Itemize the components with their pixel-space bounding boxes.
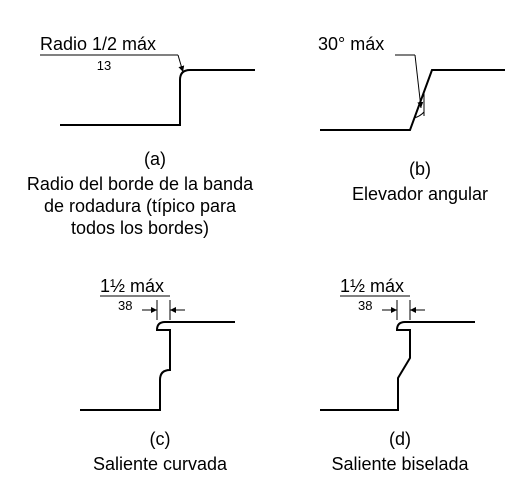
figure-c-dim-sub: 38 bbox=[118, 298, 132, 313]
figure-b-leader-d bbox=[415, 55, 421, 108]
figure-b-dim-label: 30° máx bbox=[318, 34, 384, 54]
figure-c-dim-label: 1½ máx bbox=[100, 276, 164, 296]
figure-b: 30° máx (b) Elevador angular bbox=[318, 34, 505, 204]
figure-d-profile bbox=[320, 322, 475, 410]
figure-c: 1½ máx 38 (c) Saliente curvada bbox=[80, 276, 235, 474]
figure-a-profile bbox=[60, 70, 255, 125]
figure-a: Radio 1/2 máx 13 (a) Radio del borde de … bbox=[27, 34, 255, 238]
figure-a-letter: (a) bbox=[144, 149, 166, 169]
figure-b-caption-1: Elevador angular bbox=[352, 184, 488, 204]
figure-c-caption-1: Saliente curvada bbox=[93, 454, 228, 474]
figure-a-leader-drop bbox=[178, 55, 183, 72]
technical-figure-set: Radio 1/2 máx 13 (a) Radio del borde de … bbox=[0, 0, 531, 500]
figure-b-letter: (b) bbox=[409, 159, 431, 179]
figure-d-letter: (d) bbox=[389, 429, 411, 449]
figure-b-profile bbox=[320, 70, 505, 130]
figure-a-caption-2: de rodadura (típico para bbox=[44, 196, 237, 216]
figure-d: 1½ máx 38 (d) Saliente biselada bbox=[320, 276, 475, 474]
figure-d-caption-1: Saliente biselada bbox=[331, 454, 469, 474]
figure-d-dim-sub: 38 bbox=[358, 298, 372, 313]
figure-a-caption-3: todos los bordes) bbox=[71, 218, 209, 238]
figure-a-caption-1: Radio del borde de la banda bbox=[27, 174, 254, 194]
figure-d-dim-label: 1½ máx bbox=[340, 276, 404, 296]
figure-c-profile bbox=[80, 322, 235, 410]
figure-c-letter: (c) bbox=[150, 429, 171, 449]
figure-a-dim-label: Radio 1/2 máx bbox=[40, 34, 156, 54]
figure-a-dim-sub: 13 bbox=[97, 58, 111, 73]
